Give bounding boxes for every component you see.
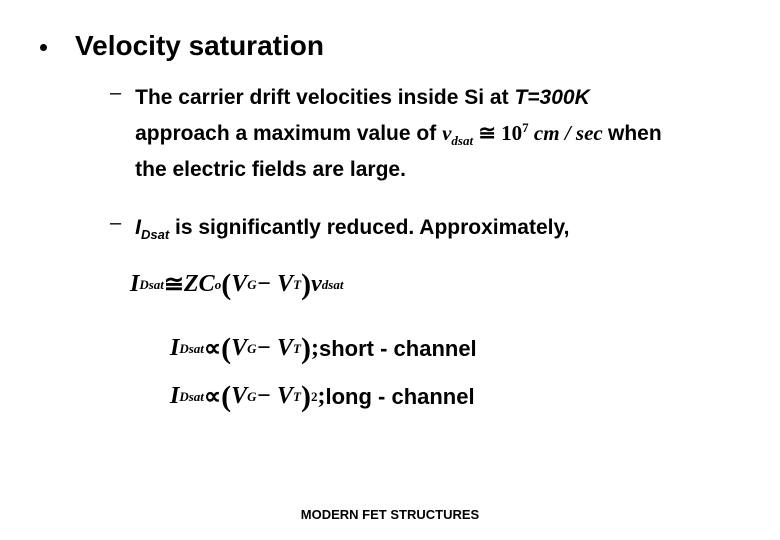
- dash-icon: –: [110, 82, 121, 105]
- short-channel-label: short - channel: [319, 336, 477, 362]
- bullet-dot-icon: [40, 44, 47, 51]
- sub-item-1: – The carrier drift velocities inside Si…: [110, 80, 740, 188]
- long-channel-label: long - channel: [325, 384, 474, 410]
- section-title: Velocity saturation: [75, 30, 324, 62]
- text-part1: The carrier drift velocities inside Si a…: [135, 86, 514, 109]
- main-bullet: Velocity saturation: [40, 30, 740, 62]
- equation-2: IDsat ∝ (VG − VT) ; short - channel: [170, 332, 740, 366]
- text-part2: approach a maximum value of: [135, 122, 442, 145]
- temp-value: T=300K: [514, 86, 589, 109]
- sub-text-1: The carrier drift velocities inside Si a…: [135, 80, 662, 188]
- text-part3: the electric fields are large.: [135, 158, 406, 181]
- page-footer: MODERN FET STRUCTURES: [0, 507, 780, 522]
- sub-text-2: IDsat is significantly reduced. Approxim…: [135, 210, 569, 246]
- equation-3: IDsat ∝ (VG − VT)2 ; long - channel: [170, 380, 740, 414]
- dash-icon: –: [110, 212, 121, 235]
- sub-item-2: – IDsat is significantly reduced. Approx…: [110, 210, 740, 246]
- text-when: when: [608, 122, 662, 145]
- idsat-symbol: IDsat: [135, 216, 169, 239]
- equation-1: IDsat ≅ ZCo(VG − VT)vdsat: [130, 268, 740, 302]
- vdsat-formula: vdsat ≅ 107 cm / sec: [442, 121, 608, 145]
- equation-block-2: IDsat ∝ (VG − VT) ; short - channel IDsa…: [170, 332, 740, 414]
- sub2-rest: is significantly reduced. Approximately,: [169, 216, 569, 239]
- equation-block: IDsat ≅ ZCo(VG − VT)vdsat: [130, 268, 740, 302]
- sub-list: – The carrier drift velocities inside Si…: [110, 80, 740, 246]
